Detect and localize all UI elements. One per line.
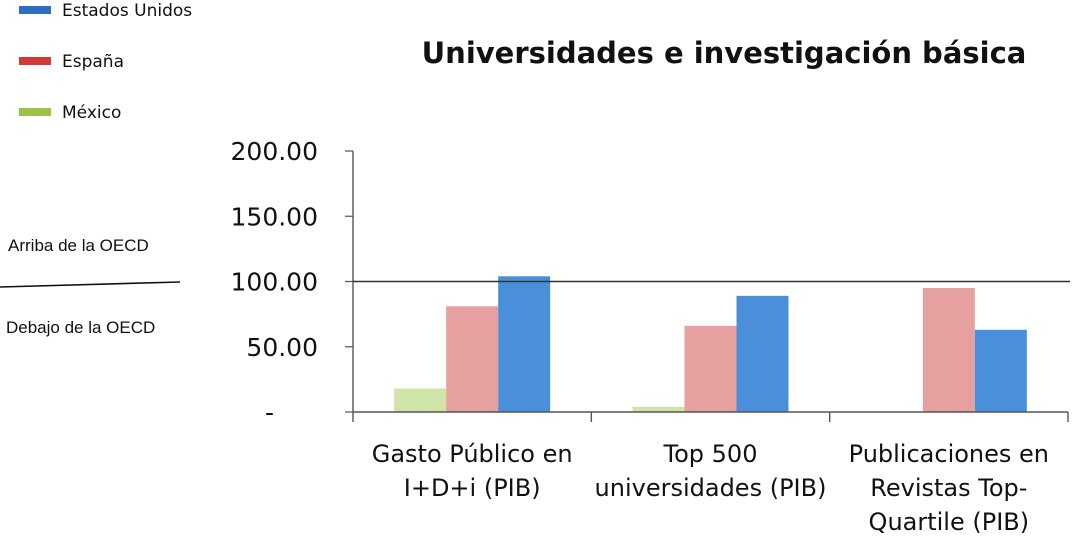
x-category-label: I+D+i (PIB) bbox=[404, 474, 541, 502]
legend-label: México bbox=[62, 103, 121, 123]
oecd-annotations: Arriba de la OECD Debajo de la OECD bbox=[0, 236, 181, 337]
y-tick-label: 100.00 bbox=[231, 268, 318, 297]
x-category-label: Gasto Público en bbox=[372, 440, 573, 468]
x-category-label: universidades (PIB) bbox=[595, 474, 827, 502]
legend: Estados Unidos España México bbox=[19, 1, 192, 123]
x-category-label: Top 500 bbox=[663, 440, 758, 468]
y-tick-label: 200.00 bbox=[231, 137, 318, 166]
bars bbox=[394, 276, 1027, 412]
bar bbox=[632, 406, 685, 412]
legend-swatch bbox=[19, 6, 51, 14]
annotation-divider bbox=[0, 281, 181, 288]
legend-swatch bbox=[19, 57, 51, 65]
y-tick-label: - bbox=[265, 398, 274, 427]
bar bbox=[922, 288, 975, 412]
bar bbox=[684, 325, 737, 412]
y-tick-label: 50.00 bbox=[246, 333, 318, 362]
y-tick-label: 150.00 bbox=[231, 202, 318, 231]
annotation-above-oecd: Arriba de la OECD bbox=[8, 236, 149, 255]
x-axis-categories: Gasto Público en I+D+i (PIB) Top 500 univer… bbox=[372, 440, 1049, 536]
x-category-label: Quartile (PIB) bbox=[869, 508, 1030, 536]
bar bbox=[736, 295, 789, 412]
x-category-label: Revistas Top- bbox=[870, 474, 1027, 502]
bar bbox=[394, 388, 447, 412]
bar bbox=[974, 329, 1027, 412]
bar bbox=[498, 276, 551, 412]
legend-label: España bbox=[62, 52, 124, 72]
axes bbox=[352, 151, 1070, 422]
bar bbox=[446, 306, 499, 412]
annotation-below-oecd: Debajo de la OECD bbox=[6, 318, 155, 337]
legend-label: Estados Unidos bbox=[62, 1, 192, 21]
y-axis-ticks: - 50.00 100.00 150.00 200.00 bbox=[231, 137, 353, 427]
chart-title: Universidades e investigación básica bbox=[422, 36, 1027, 70]
x-category-label: Publicaciones en bbox=[849, 440, 1049, 468]
legend-swatch bbox=[19, 108, 51, 116]
